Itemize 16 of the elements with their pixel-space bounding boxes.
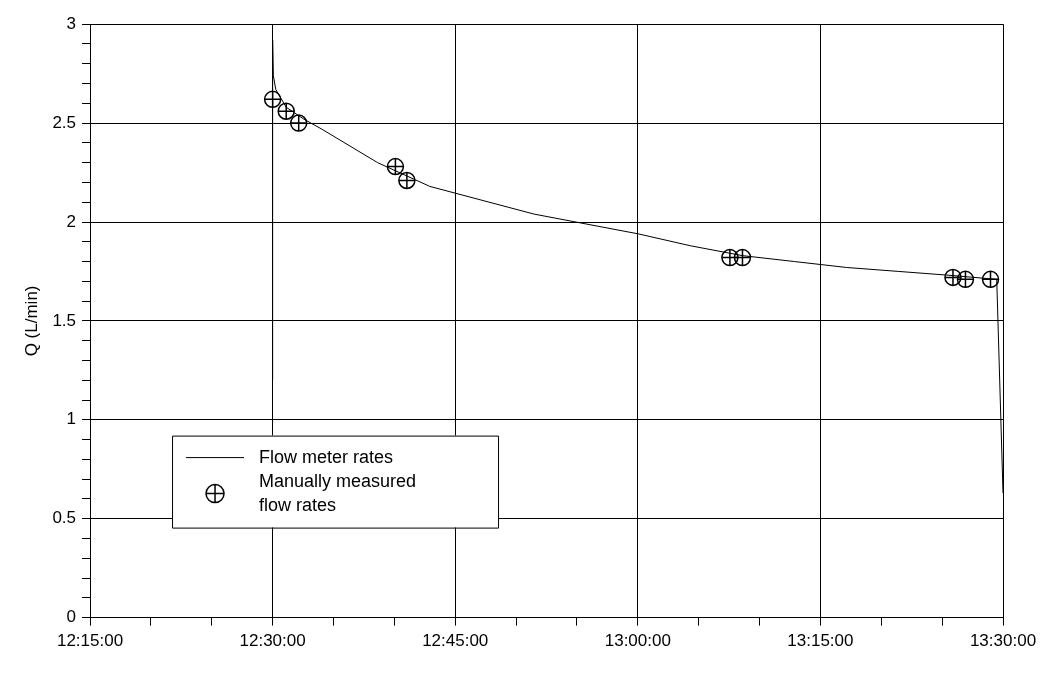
y-tick-label: 3 [66, 13, 77, 33]
y-tick-label: 2.5 [52, 112, 77, 132]
x-tick-label: 13:30:00 [969, 631, 1037, 651]
x-tick-label: 12:30:00 [239, 631, 306, 651]
x-tick-label: 13:15:00 [787, 631, 854, 651]
y-tick-label: 1.5 [52, 310, 77, 330]
x-tick-label: 12:45:00 [422, 631, 489, 651]
legend-label: Manually measured flow rates [259, 470, 417, 515]
y-tick-label: 0 [66, 607, 77, 627]
y-tick-label: 1 [66, 409, 77, 429]
y-axis-title: Q (L/min) [21, 285, 41, 357]
x-tick-label: 12:15:00 [56, 631, 124, 651]
y-tick-label: 0.5 [52, 508, 77, 528]
y-tick-label: 2 [66, 211, 77, 231]
x-tick-label: 13:00:00 [604, 631, 671, 651]
legend-label: Flow meter rates [259, 446, 394, 467]
